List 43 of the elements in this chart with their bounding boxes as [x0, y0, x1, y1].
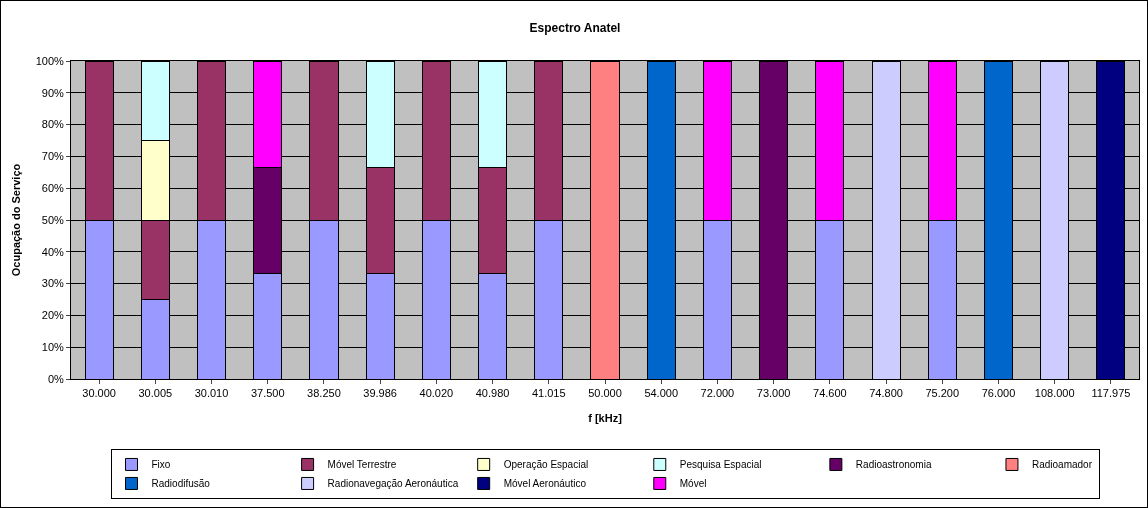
x-tick-label: 73.000 [756, 387, 791, 400]
x-tick-label: 54.000 [644, 387, 679, 400]
y-tick-label: 10% [41, 341, 64, 354]
legend-label: Radiodifusão [151, 478, 211, 490]
x-tick-label: 72.000 [700, 387, 735, 400]
x-tick-label: 74.600 [813, 387, 847, 400]
x-tick-label: 38.250 [307, 387, 341, 400]
x-tick-label: 117.975 [1091, 387, 1131, 400]
legend-label: Móvel Aeronáutico [503, 478, 587, 490]
y-tick-label: 40% [41, 245, 64, 258]
y-tick-label: 60% [41, 182, 64, 195]
x-axis-title: f [kHz] [588, 412, 623, 424]
legend-label: Móvel [679, 478, 707, 490]
x-tick-label: 108.000 [1034, 387, 1075, 400]
x-tick-label: 76.000 [981, 387, 1016, 400]
x-tick-label: 30.000 [82, 387, 116, 400]
legend-label: Radioamador [1031, 459, 1093, 471]
legend-label: Radioastronomia [855, 459, 932, 471]
legend-label: Radionavegação Aeronáutica [327, 478, 459, 490]
y-tick-label: 90% [41, 86, 64, 99]
x-tick-label: 74.800 [869, 387, 903, 400]
x-tick-label: 37.500 [250, 387, 285, 400]
y-tick-label: 50% [41, 213, 64, 226]
y-tick-label: 80% [41, 118, 64, 131]
y-tick-label: 0% [47, 372, 65, 385]
x-tick-label: 41.015 [531, 387, 566, 400]
legend-label: Fixo [151, 459, 171, 471]
y-tick-label: 70% [41, 150, 64, 163]
x-tick-label: 75.200 [925, 387, 960, 400]
y-tick-label: 100% [35, 54, 65, 67]
legend-label: Móvel Terrestre [327, 459, 397, 471]
y-axis-title: Ocupação do Serviço [10, 163, 23, 277]
x-tick-label: 50.000 [588, 387, 622, 400]
y-tick-label: 20% [41, 309, 64, 322]
x-tick-label: 40.980 [475, 387, 510, 400]
x-tick-label: 39.986 [363, 387, 397, 400]
legend-label: Pesquisa Espacial [679, 459, 762, 471]
x-tick-label: 40.020 [419, 387, 454, 400]
x-tick-label: 30.010 [194, 387, 229, 400]
y-tick-label: 30% [41, 277, 64, 290]
chart-title: Espectro Anatel [529, 21, 621, 36]
legend-label: Operação Espacial [503, 459, 589, 471]
x-tick-label: 30.005 [138, 387, 173, 400]
